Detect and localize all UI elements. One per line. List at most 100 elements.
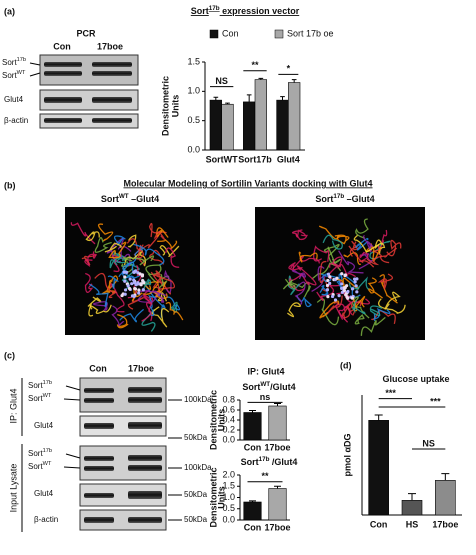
ribbon — [106, 275, 119, 291]
ribbon — [157, 238, 178, 250]
x-tick-label: Con — [244, 442, 262, 452]
ligand — [139, 283, 143, 287]
arrows — [63, 385, 182, 521]
ribbon — [85, 231, 100, 242]
ribbon — [119, 308, 145, 323]
ribbon — [109, 257, 126, 269]
y-tick-label: 1.0 — [187, 86, 200, 96]
ribbon — [94, 272, 118, 299]
error-bar — [280, 96, 285, 101]
x-tick-label: 17boe — [264, 442, 290, 452]
band-label: SortWT — [28, 393, 52, 403]
band-label: β-actin — [34, 515, 58, 524]
ribbon — [288, 274, 305, 292]
ribbon — [288, 261, 303, 271]
x-tick-label: Con — [370, 519, 388, 529]
ribbon — [142, 281, 159, 295]
ligand — [142, 280, 146, 285]
marker-label: 100kDa — [184, 463, 212, 472]
model-image — [255, 207, 425, 340]
error-bar — [213, 96, 219, 101]
band-label: SortWT — [2, 70, 26, 80]
ribbon — [291, 269, 307, 280]
ligand — [123, 279, 127, 283]
x-tick-label: 17boe — [432, 519, 458, 529]
ribbon — [164, 269, 172, 294]
ligand — [328, 281, 332, 285]
band-label: Sort17b — [28, 448, 52, 458]
y-tick-label: 0.5 — [187, 115, 200, 125]
bar — [288, 82, 301, 151]
ribbon — [153, 281, 168, 299]
ligand — [132, 270, 136, 274]
ligand — [326, 272, 331, 276]
ribbon — [127, 296, 144, 310]
ligand — [123, 275, 127, 279]
ribbon — [116, 313, 129, 329]
y-tick-label: 0.2 — [222, 424, 235, 434]
bar — [368, 420, 389, 516]
ribbon — [298, 251, 318, 263]
ligand — [354, 284, 358, 288]
ligand — [138, 272, 142, 276]
significance-label: *** — [385, 388, 396, 398]
ribbon — [122, 248, 143, 272]
ribbon — [334, 303, 353, 320]
blot — [39, 54, 139, 129]
bar — [268, 488, 287, 521]
superscript: 17b — [333, 193, 344, 200]
y-axis-label: Densitometric — [208, 467, 218, 527]
text-part: Sort — [28, 462, 43, 471]
lane-label: Con — [89, 363, 107, 373]
chart-title: Sort17b /Glut4 — [241, 456, 298, 467]
ribbon — [165, 301, 184, 321]
model-label: Sort17b –Glut4 — [315, 193, 374, 204]
ribbon — [111, 305, 125, 327]
text-part: Sort — [2, 58, 17, 67]
text-part: Sort — [28, 449, 43, 458]
ribbon — [133, 243, 165, 266]
ligand — [328, 275, 332, 279]
ligand — [325, 283, 330, 288]
superscript: 17b — [17, 57, 26, 63]
band-label: Glut4 — [34, 421, 54, 430]
ligand — [350, 287, 355, 291]
panel-label: (b) — [4, 180, 16, 190]
y-axis-label: Densitometric — [208, 390, 218, 450]
ligand — [137, 291, 141, 295]
superscript: WT — [17, 70, 26, 76]
group-label: Input Lysate — [8, 464, 18, 513]
bar — [209, 99, 222, 151]
ligand — [340, 282, 344, 286]
ribbon — [334, 234, 350, 245]
significance-label: NS — [422, 438, 435, 448]
ligand — [123, 288, 128, 292]
ribbon — [316, 298, 340, 326]
arrows — [29, 62, 41, 77]
ligand — [352, 277, 357, 281]
y-tick-label: 0.0 — [222, 514, 235, 524]
text-part: Sort — [2, 71, 17, 80]
y-tick-label: 2.0 — [222, 469, 235, 479]
legend-swatch — [274, 29, 284, 39]
y-tick-label: 1.5 — [187, 56, 200, 66]
ribbon — [349, 240, 359, 257]
ligand — [134, 283, 138, 287]
superscript: WT — [43, 393, 52, 399]
bar — [243, 501, 262, 521]
x-tick-label: 17boe — [264, 522, 290, 532]
y-tick-label: 0.8 — [222, 394, 235, 404]
ribbon — [287, 275, 300, 296]
ligand — [345, 284, 349, 288]
model-label: SortWT –Glut4 — [101, 193, 159, 204]
ligand — [340, 272, 344, 276]
superscript: 17b — [259, 456, 270, 463]
ligand — [330, 294, 335, 299]
error-bar — [249, 500, 256, 502]
ribbon — [111, 255, 120, 273]
ribbon — [348, 245, 375, 268]
superscript: 17b — [43, 380, 52, 386]
ribbon — [295, 233, 308, 241]
text-part: Sort — [315, 194, 333, 204]
